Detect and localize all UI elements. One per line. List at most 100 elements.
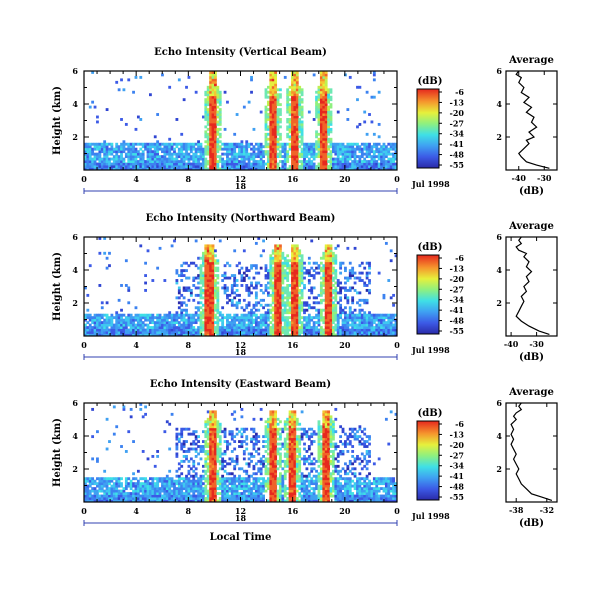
heatmap-cell (168, 497, 172, 500)
heatmap-cell (108, 323, 111, 327)
heatmap-cell (293, 264, 297, 268)
heatmap-cell (149, 157, 152, 161)
heatmap-cell (276, 118, 280, 121)
heatmap-cell (228, 145, 232, 149)
heatmap-cell (274, 333, 278, 337)
heatmap-cell (204, 266, 208, 270)
heatmap-cell (327, 311, 330, 315)
heatmap-cell (185, 152, 188, 156)
heatmap-cell (120, 142, 123, 146)
heatmap-cell (96, 497, 99, 500)
heatmap-cell (226, 288, 229, 292)
heatmap-cell (293, 95, 297, 99)
heatmap-cell (139, 497, 143, 500)
heatmap-cell (312, 286, 316, 290)
heatmap-cell (317, 145, 321, 149)
heatmap-cell (242, 276, 246, 280)
heatmap-cell (298, 318, 302, 322)
heatmap-cell (327, 125, 330, 129)
heatmap-cell (105, 150, 109, 154)
heatmap-cell (177, 323, 181, 327)
heatmap-cell (117, 147, 121, 151)
heatmap-cell (281, 167, 285, 171)
heatmap-cell (194, 147, 198, 151)
heatmap-cell (370, 162, 374, 166)
heatmap-cell (300, 308, 304, 312)
heatmap-cell (122, 405, 126, 409)
heatmap-cell (368, 266, 371, 270)
heatmap-cell (274, 288, 278, 292)
heatmap-cell (168, 469, 172, 473)
heatmap-cell (356, 313, 359, 317)
heatmap-cell (127, 331, 131, 334)
heatmap-cell (218, 331, 222, 334)
heatmap-cell (103, 469, 107, 473)
heatmap-cell (324, 75, 328, 79)
heatmap-cell (281, 142, 285, 146)
heatmap-cell (84, 326, 87, 329)
heatmap-cell (341, 318, 345, 322)
heatmap-cell (250, 308, 253, 312)
heatmap-cell (134, 492, 138, 495)
heatmap-cell (274, 318, 278, 322)
heatmap-cell (108, 333, 111, 337)
heatmap-cell (274, 93, 278, 97)
heatmap-cell (247, 276, 251, 280)
heatmap-cell (156, 152, 160, 156)
heatmap-cell (254, 316, 258, 320)
heatmap-cell (84, 333, 87, 337)
heatmap-cell (192, 462, 196, 466)
heatmap-cell (293, 167, 297, 171)
heatmap-cell (218, 326, 222, 329)
heatmap-cell (187, 75, 191, 79)
heatmap-cell (230, 150, 234, 154)
heatmap-cell (204, 259, 208, 263)
heatmap-cell (254, 281, 258, 285)
heatmap-cell (218, 313, 222, 317)
heatmap-cell (117, 333, 121, 337)
heatmap-cell (360, 331, 364, 334)
heatmap-cell (245, 266, 249, 270)
heatmap-cell (331, 296, 335, 300)
heatmap-cell (194, 484, 198, 488)
heatmap-cell (279, 118, 282, 121)
heatmap-cell (387, 313, 391, 317)
heatmap-cell (204, 108, 208, 112)
heatmap-cell (380, 162, 383, 166)
heatmap-cell (281, 261, 285, 265)
heatmap-cell (341, 145, 345, 149)
heatmap-cell (144, 167, 147, 171)
heatmap-cell (206, 140, 210, 144)
heatmap-cell (368, 328, 371, 332)
heatmap-cell (279, 284, 282, 287)
heatmap-cell (271, 291, 275, 295)
heatmap-cell (324, 331, 328, 334)
heatmap-cell (189, 167, 193, 171)
heatmap-cell (209, 122, 213, 126)
heatmap-cell (266, 115, 270, 119)
heatmap-cell (300, 122, 304, 126)
x-tick-label: 0 (394, 174, 400, 184)
heatmap-cell (307, 281, 311, 285)
heatmap-cell (324, 155, 328, 159)
heatmap-cell (206, 318, 210, 322)
heatmap-cell (206, 145, 210, 149)
heatmap-cell (295, 331, 299, 334)
heatmap-cell (98, 237, 102, 240)
heatmap-cell (305, 323, 309, 327)
heatmap-cell (129, 487, 133, 491)
heatmap-cell (351, 150, 355, 154)
average-title: Average (508, 55, 554, 66)
heatmap-cell (269, 254, 273, 258)
heatmap-cell (139, 142, 143, 146)
heatmap-cell (149, 489, 152, 493)
heatmap-cell (348, 313, 352, 317)
heatmap-cell (136, 142, 140, 146)
heatmap-cell (201, 254, 205, 258)
heatmap-cell (134, 152, 138, 156)
heatmap-cell (151, 142, 155, 146)
heatmap-cell (177, 474, 181, 478)
heatmap-cell (206, 271, 210, 275)
heatmap-cell (295, 110, 299, 114)
heatmap-cell (110, 487, 114, 491)
